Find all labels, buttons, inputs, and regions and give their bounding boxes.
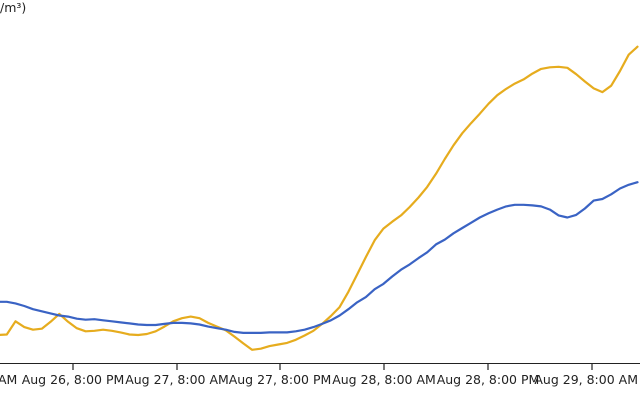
series-line-2 — [0, 181, 639, 334]
plot-area — [0, 45, 639, 351]
x-axis: AM Aug 26, 8:00 PM Aug 27, 8:00 AM Aug 2… — [0, 364, 638, 387]
x-tick-label: Aug 28, 8:00 PM — [437, 372, 540, 387]
x-tick-label: Aug 28, 8:00 AM — [332, 372, 436, 387]
series-line-1 — [0, 45, 639, 351]
y-axis-label: /m³) — [0, 0, 26, 15]
x-tick-label: AM — [0, 372, 17, 387]
x-tick-label: Aug 27, 8:00 PM — [229, 372, 332, 387]
x-tick-label: Aug 26, 8:00 PM — [22, 372, 125, 387]
x-tick-label: Aug 29, 8:00 AM — [534, 372, 638, 387]
x-tick-label: Aug 27, 8:00 AM — [125, 372, 229, 387]
